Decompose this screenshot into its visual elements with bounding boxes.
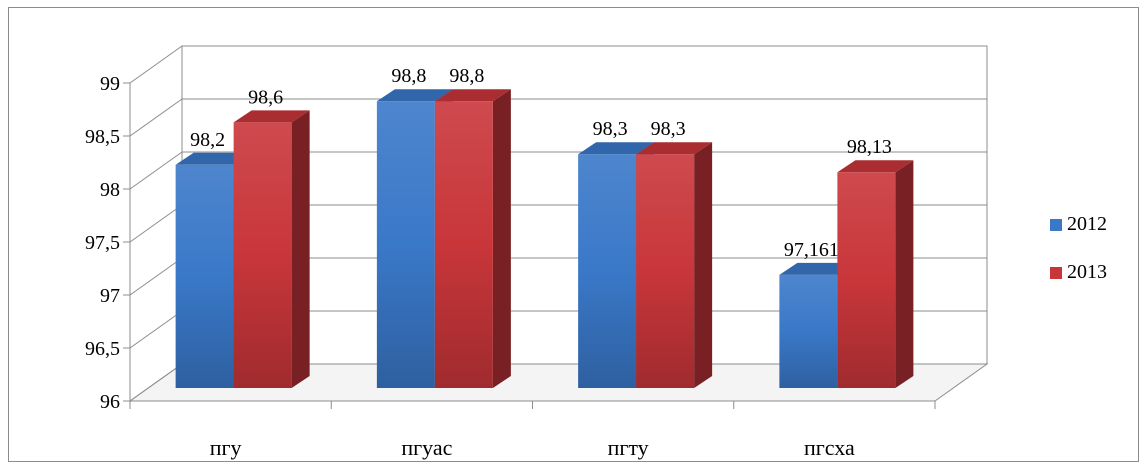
gridline-side [129, 363, 183, 402]
bar-side [694, 142, 713, 388]
gridline-side [129, 45, 183, 84]
bar-2013-пгсха [837, 172, 896, 388]
gridline-side [129, 310, 183, 349]
gridline-side [129, 98, 183, 137]
data-label: 97,161 [784, 239, 839, 261]
category-label: пгту [608, 435, 649, 460]
bar-side [492, 89, 511, 388]
data-label: 98,6 [248, 86, 283, 108]
bar-2012-пгу [175, 164, 234, 388]
bar-top [779, 262, 856, 275]
category-label: пгсха [804, 435, 855, 460]
y-tick-label: 98,5 [85, 126, 120, 148]
bar-side [291, 110, 310, 389]
y-tick-label: 96,5 [85, 338, 120, 360]
bar-side [895, 160, 914, 388]
bar-2013-пгуас [434, 101, 493, 388]
data-label: 98,13 [847, 136, 892, 158]
data-label: 98,8 [449, 65, 484, 87]
data-label: 98,3 [651, 118, 686, 140]
y-tick-label: 96 [100, 391, 120, 413]
data-label: 98,3 [593, 118, 628, 140]
data-label: 98,8 [391, 65, 426, 87]
y-tick-label: 99 [100, 73, 120, 95]
bar-2012-пгуас [376, 101, 435, 388]
gridline-side [129, 151, 183, 190]
data-label: 98,2 [190, 129, 225, 151]
bar-top [578, 142, 655, 155]
bar-2012-пгту [578, 154, 637, 388]
bar-top [434, 89, 511, 102]
bar-top [837, 160, 914, 173]
bar-top [376, 89, 453, 102]
bar-top [233, 110, 310, 123]
bar-2013-пгу [233, 122, 292, 389]
gridline-side [129, 204, 183, 243]
legend-swatch-2012 [1050, 219, 1062, 231]
bar-2013-пгту [636, 154, 695, 388]
bar-top [636, 142, 713, 155]
y-tick-label: 98 [100, 179, 120, 201]
y-tick-label: 97 [100, 285, 120, 307]
legend-swatch-2013 [1050, 267, 1062, 279]
legend-label-2012: 2012 [1067, 213, 1107, 235]
category-label: пгуас [401, 435, 452, 460]
bar-2012-пгсха [779, 274, 838, 388]
category-label: пгу [210, 435, 242, 460]
bar-top [175, 152, 252, 165]
y-tick-label: 97,5 [85, 232, 120, 254]
legend-label-2013: 2013 [1067, 261, 1107, 283]
gridline-side [129, 257, 183, 296]
